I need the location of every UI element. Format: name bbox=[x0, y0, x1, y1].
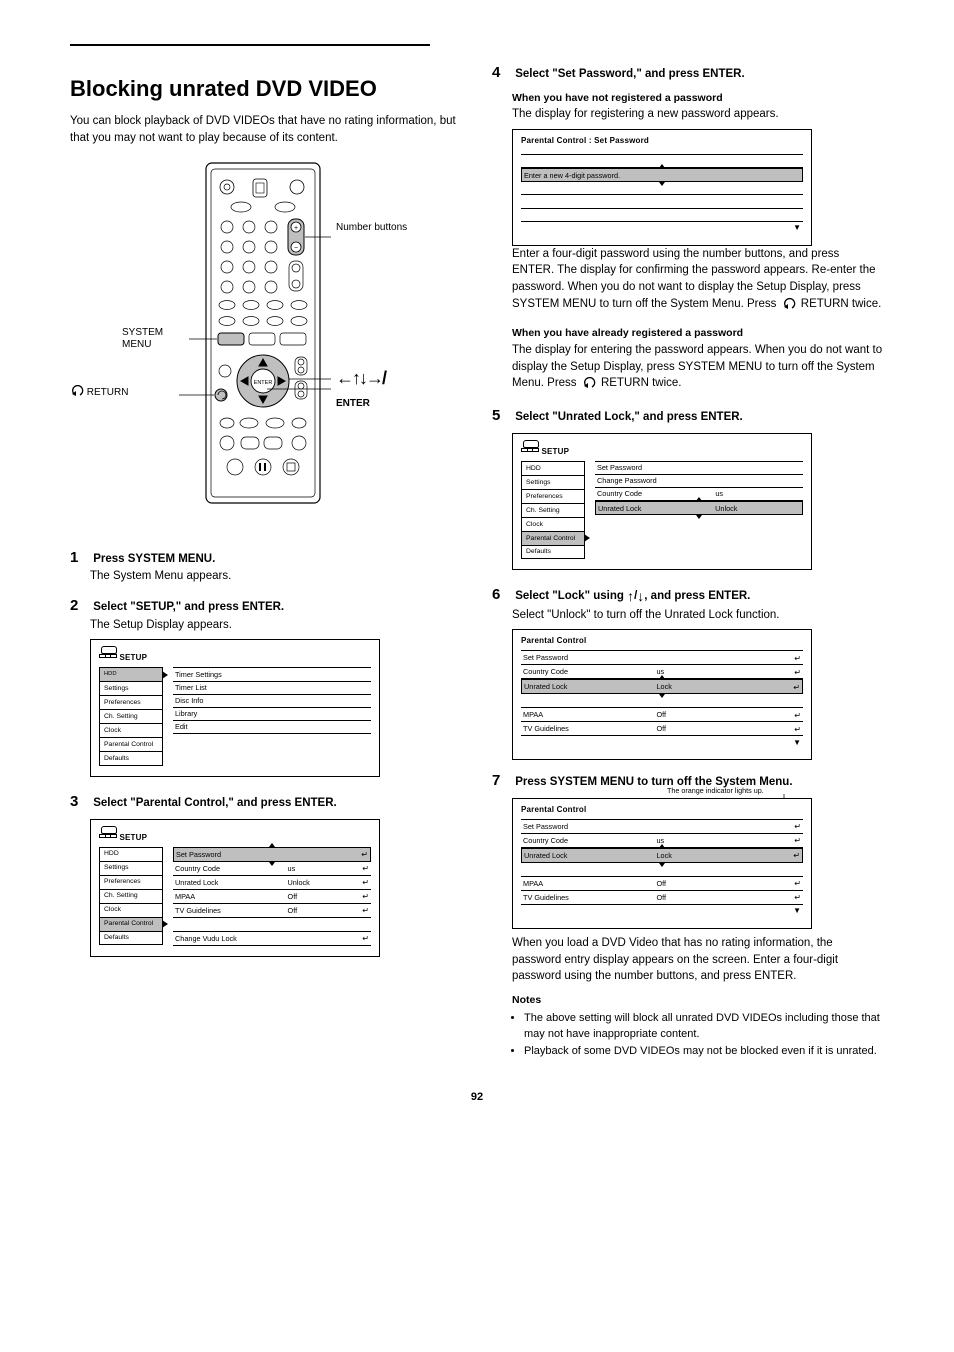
osd-row: Enter a new 4-digit password. bbox=[521, 168, 803, 182]
osd-row bbox=[521, 209, 803, 222]
page-number: 92 bbox=[70, 1091, 884, 1105]
step-3: 3 Select "Parental Control," and press E… bbox=[70, 791, 462, 813]
osd-row: ▼ bbox=[521, 222, 803, 235]
osd-row bbox=[521, 694, 803, 707]
osd-row: Unrated LockUnlock bbox=[595, 501, 803, 515]
step-1: 1 Press SYSTEM MENU. The System Menu app… bbox=[70, 547, 462, 585]
osd-tab: Clock bbox=[99, 723, 163, 737]
step-5: 5 Select "Unrated Lock," and press ENTER… bbox=[492, 405, 884, 427]
osd-tab: Clock bbox=[99, 903, 163, 917]
step4-registered: When you have already registered a passw… bbox=[512, 325, 884, 395]
osd-row: ▼ bbox=[521, 736, 803, 749]
osd-row: Library bbox=[173, 708, 371, 721]
osd-row bbox=[173, 918, 371, 931]
osd-row: Edit bbox=[173, 721, 371, 734]
label-return: RETURN bbox=[70, 385, 128, 400]
osd-row: MPAAOff↵ bbox=[521, 707, 803, 722]
osd-row: Set Password↵ bbox=[521, 819, 803, 834]
osd-tab: Parental Control bbox=[521, 531, 585, 545]
hdd-icon bbox=[521, 440, 539, 452]
note-item: Playback of some DVD VIDEOs may not be b… bbox=[524, 1044, 884, 1060]
note-item: The above setting will block all unrated… bbox=[524, 1011, 884, 1043]
osd-tab: Settings bbox=[99, 861, 163, 875]
osd-row: TV GuidelinesOff↵ bbox=[521, 722, 803, 736]
osd-row: Unrated LockLock↵ bbox=[521, 679, 803, 694]
osd-tab: Preferences bbox=[99, 875, 163, 889]
osd-tab: HDD bbox=[521, 461, 585, 475]
svg-text:ENTER: ENTER bbox=[254, 380, 273, 386]
osd-tab: Parental Control bbox=[99, 737, 163, 751]
osd-row: Timer List bbox=[173, 682, 371, 695]
osd-step6: Parental Control Set Password↵ Country C… bbox=[512, 629, 812, 760]
osd-tab: Ch. Setting bbox=[99, 709, 163, 723]
osd-row: MPAAOff↵ bbox=[521, 876, 803, 891]
osd-tab: Clock bbox=[521, 517, 585, 531]
osd-tab: Ch. Setting bbox=[521, 503, 585, 517]
osd-tab-hdd: HDD bbox=[99, 667, 163, 681]
osd-row: TV GuidelinesOff↵ bbox=[173, 904, 371, 918]
osd-tabs: HDD Settings Preferences Ch. Setting Clo… bbox=[99, 667, 163, 765]
osd-parental: SETUP HDD Settings Preferences Ch. Setti… bbox=[90, 819, 380, 957]
osd-row bbox=[521, 195, 803, 208]
osd-password: Parental Control : Set Password Enter a … bbox=[512, 129, 812, 246]
osd-setup: SETUP HDD Settings Preferences Ch. Setti… bbox=[90, 639, 380, 776]
osd-row: Change Vudu Lock↵ bbox=[173, 931, 371, 946]
osd-row: Country Codeus↵ bbox=[173, 862, 371, 876]
step-6: 6 Select "Lock" using ↑/↓, and press ENT… bbox=[492, 584, 884, 623]
osd-tabs: HDD Settings Preferences Ch. Setting Clo… bbox=[521, 461, 585, 559]
osd-tab: Preferences bbox=[99, 695, 163, 709]
hdd-icon bbox=[99, 826, 117, 838]
osd-unrated: SETUP HDD Settings Preferences Ch. Setti… bbox=[512, 433, 812, 570]
osd-row: Set Password↵ bbox=[173, 847, 371, 862]
orange-indicator-label: The orange indicator lights up. bbox=[667, 786, 764, 795]
osd-row bbox=[521, 863, 803, 876]
osd-row: Timer Settings bbox=[173, 667, 371, 681]
osd-tab: Ch. Setting bbox=[99, 889, 163, 903]
label-number-buttons: Number buttons bbox=[336, 222, 426, 235]
remote-illustration: + − bbox=[70, 157, 462, 517]
osd-row bbox=[521, 182, 803, 195]
osd-row: Unrated LockLock↵ bbox=[521, 848, 803, 863]
osd-row: Change Password bbox=[595, 475, 803, 488]
return-icon bbox=[582, 377, 596, 395]
osd-tab: Preferences bbox=[521, 489, 585, 503]
osd-tab: Defaults bbox=[521, 545, 585, 559]
osd-tab: Settings bbox=[521, 475, 585, 489]
return-icon bbox=[782, 298, 796, 316]
intro-text: You can block playback of DVD VIDEOs tha… bbox=[70, 113, 462, 146]
osd-tab: HDD bbox=[99, 847, 163, 861]
svg-text:−: − bbox=[294, 245, 298, 252]
osd-step7: Parental Control Set Password↵ Country C… bbox=[512, 798, 812, 929]
osd-row: TV GuidelinesOff↵ bbox=[521, 891, 803, 905]
osd-tab: Defaults bbox=[99, 931, 163, 945]
notes: Notes The above setting will block all u… bbox=[512, 993, 884, 1060]
osd-row: Set Password↵ bbox=[521, 650, 803, 665]
label-system-menu: SYSTEM MENU bbox=[122, 327, 192, 352]
step-2: 2 Select "SETUP," and press ENTER. The S… bbox=[70, 595, 462, 633]
step4-body: Enter a four-digit password using the nu… bbox=[512, 246, 884, 316]
step7-body: When you load a DVD Video that has no ra… bbox=[512, 935, 884, 985]
osd-row: MPAAOff↵ bbox=[173, 890, 371, 904]
osd-row: Unrated LockUnlock↵ bbox=[173, 876, 371, 890]
osd-row: Disc Info bbox=[173, 695, 371, 708]
page-heading: Blocking unrated DVD VIDEO bbox=[70, 76, 462, 101]
label-arrows: ←↑↓→/ ENTER bbox=[336, 367, 385, 412]
osd-tab: Parental Control bbox=[99, 917, 163, 931]
osd-tabs: HDD Settings Preferences Ch. Setting Clo… bbox=[99, 847, 163, 946]
osd-row: Set Password bbox=[595, 461, 803, 475]
hdd-icon bbox=[99, 646, 117, 658]
osd-row: ▼ bbox=[521, 905, 803, 918]
osd-tab: Defaults bbox=[99, 751, 163, 765]
osd-tab: Settings bbox=[99, 681, 163, 695]
step-4: 4 Select "Set Password," and press ENTER… bbox=[492, 62, 884, 123]
svg-text:+: + bbox=[294, 225, 298, 232]
